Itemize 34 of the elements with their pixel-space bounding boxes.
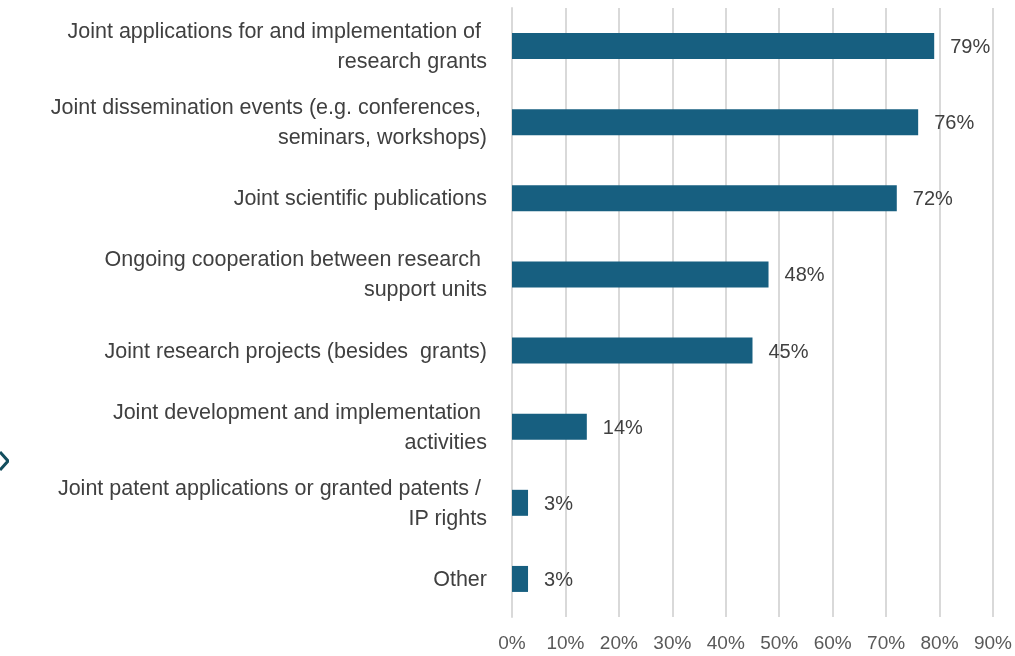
x-tick-label: 10% <box>546 632 585 653</box>
data-label: 72% <box>912 187 954 210</box>
y-tick-label: Joint dissemination events (e.g. conferences, seminars, workshops) <box>50 95 487 150</box>
bar <box>512 185 897 212</box>
bar <box>512 413 587 440</box>
data-label: 45% <box>768 339 809 362</box>
x-tick-label: 80% <box>920 632 959 653</box>
x-tick-label: 90% <box>973 632 1013 653</box>
y-tick-label: Joint applications for and implementation of research grants <box>67 19 487 74</box>
data-label: 3% <box>544 491 574 514</box>
data-label: 3% <box>544 567 574 590</box>
data-label: 14% <box>602 415 644 438</box>
y-tick-label: Joint research projects (besides grants) <box>104 338 487 363</box>
y-tick-label: Joint patent applications or granted patents / IP rights <box>57 475 487 530</box>
x-tick-label: 70% <box>867 632 906 653</box>
x-tick-label: 30% <box>653 632 692 653</box>
bar <box>512 489 529 516</box>
x-tick-label: 20% <box>599 632 638 653</box>
y-tick-label: Joint scientific publications <box>233 186 487 211</box>
bar <box>512 33 935 60</box>
x-tick-label: 40% <box>706 632 745 653</box>
y-tick-label: Ongoing cooperation between research support units <box>104 247 487 302</box>
x-tick-label: 0% <box>498 632 526 653</box>
y-tick-label: Joint development and implementation activities <box>112 399 487 454</box>
bar <box>512 337 753 364</box>
y-tick-label: Other <box>433 566 487 591</box>
x-tick-label: 50% <box>760 632 799 653</box>
data-label: 76% <box>934 111 975 134</box>
data-label: 48% <box>784 263 825 286</box>
bar <box>512 109 919 136</box>
bar <box>512 261 769 288</box>
data-label: 79% <box>950 35 991 58</box>
x-tick-label: 60% <box>813 632 852 653</box>
bar <box>512 565 529 592</box>
